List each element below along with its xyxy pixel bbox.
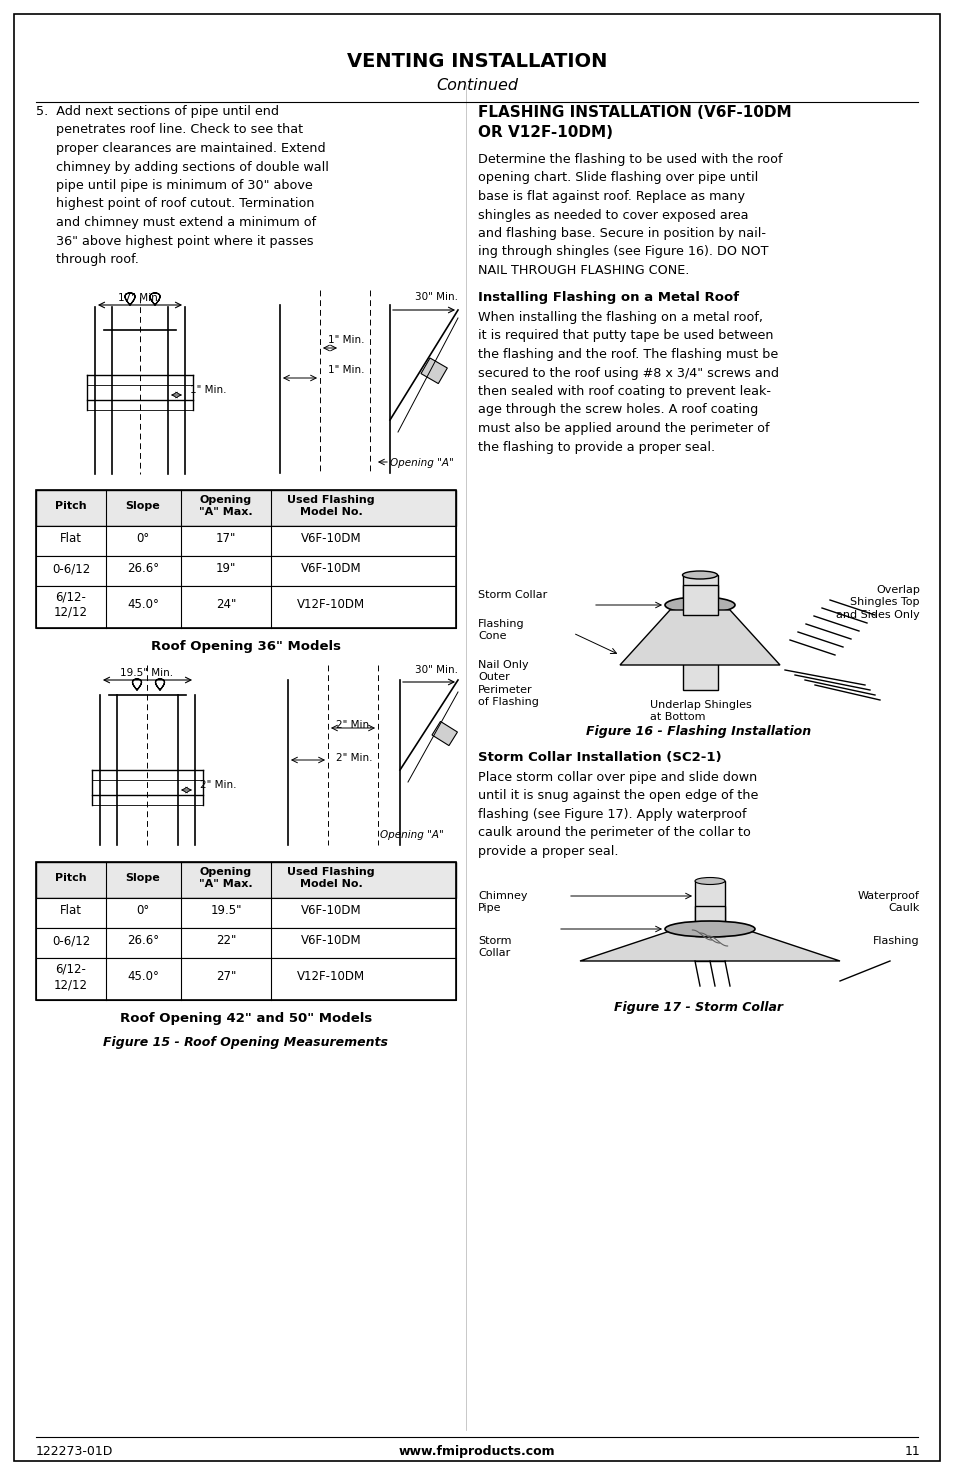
Ellipse shape [664, 597, 734, 614]
Text: 2" Min.: 2" Min. [200, 780, 236, 791]
Text: Nail Only
Outer
Perimeter
of Flashing: Nail Only Outer Perimeter of Flashing [477, 659, 538, 707]
Polygon shape [619, 611, 780, 665]
Bar [36, 586, 456, 628]
Text: FLASHING INSTALLATION (V6F-10DM: FLASHING INSTALLATION (V6F-10DM [477, 105, 791, 119]
Text: Installing Flashing on a Metal Roof: Installing Flashing on a Metal Roof [477, 291, 739, 304]
Text: V12F-10DM: V12F-10DM [296, 599, 365, 612]
Text: Chimney
Pipe: Chimney Pipe [477, 891, 527, 913]
Bar [36, 861, 456, 1000]
Text: Flat: Flat [60, 532, 82, 546]
Text: 1" Min.: 1" Min. [328, 364, 364, 375]
Text: Flashing: Flashing [872, 937, 919, 945]
Text: 26.6°: 26.6° [127, 935, 159, 947]
Text: 30" Min.: 30" Min. [415, 292, 457, 302]
Text: 1" Min.: 1" Min. [328, 335, 364, 345]
Text: Figure 17 - Storm Collar: Figure 17 - Storm Collar [614, 1002, 782, 1013]
Text: 30" Min.: 30" Min. [415, 665, 457, 676]
Text: V6F-10DM: V6F-10DM [300, 532, 361, 546]
Polygon shape [579, 931, 840, 962]
Text: 24": 24" [215, 599, 236, 612]
Text: V6F-10DM: V6F-10DM [300, 904, 361, 917]
Text: 26.6°: 26.6° [127, 562, 159, 575]
Text: 17": 17" [215, 532, 236, 546]
Text: Opening "A": Opening "A" [379, 830, 443, 839]
Bar [36, 928, 456, 957]
Text: 45.0°: 45.0° [127, 599, 159, 612]
Bar [36, 490, 456, 527]
Ellipse shape [681, 571, 717, 580]
Text: Storm
Collar: Storm Collar [477, 937, 511, 959]
Text: www.fmiproducts.com: www.fmiproducts.com [398, 1446, 555, 1457]
Bar [420, 358, 447, 384]
Text: 5.  Add next sections of pipe until end
     penetrates roof line. Check to see : 5. Add next sections of pipe until end p… [36, 105, 329, 266]
Text: Slope: Slope [126, 873, 160, 884]
Text: OR V12F-10DM): OR V12F-10DM) [477, 125, 613, 140]
Bar [682, 586, 718, 615]
Bar [695, 881, 724, 962]
Text: Opening
"A" Max.: Opening "A" Max. [199, 496, 253, 516]
Text: 11: 11 [903, 1446, 919, 1457]
Text: 6/12-
12/12: 6/12- 12/12 [54, 591, 88, 620]
Text: V6F-10DM: V6F-10DM [300, 935, 361, 947]
Text: Determine the flashing to be used with the roof
opening chart. Slide flashing ov: Determine the flashing to be used with t… [477, 153, 781, 277]
Text: 19": 19" [215, 562, 236, 575]
Text: Storm Collar: Storm Collar [477, 590, 547, 600]
Bar [36, 490, 456, 628]
Text: Place storm collar over pipe and slide down
until it is snug against the open ed: Place storm collar over pipe and slide d… [477, 771, 758, 858]
Text: 0°: 0° [136, 532, 150, 546]
Text: Roof Opening 36" Models: Roof Opening 36" Models [151, 640, 340, 653]
Text: 122273-01D: 122273-01D [36, 1446, 113, 1457]
Text: Underlap Shingles
at Bottom: Underlap Shingles at Bottom [649, 701, 751, 721]
Text: 17" Min.: 17" Min. [118, 294, 161, 302]
Bar [36, 898, 456, 928]
Ellipse shape [695, 878, 724, 885]
Bar [36, 295, 457, 478]
Text: Storm Collar Installation (SC2-1): Storm Collar Installation (SC2-1) [477, 751, 720, 764]
Text: 1" Min.: 1" Min. [190, 385, 226, 395]
Bar [432, 721, 456, 745]
Text: 22": 22" [215, 935, 236, 947]
Text: 27": 27" [215, 971, 236, 984]
Text: 0-6/12: 0-6/12 [51, 935, 90, 947]
Text: Flat: Flat [60, 904, 82, 917]
Text: Figure 15 - Roof Opening Measurements: Figure 15 - Roof Opening Measurements [103, 1035, 388, 1049]
Text: Used Flashing
Model No.: Used Flashing Model No. [287, 496, 375, 516]
Bar [36, 957, 456, 1000]
Text: Pitch: Pitch [55, 502, 87, 510]
Text: Overlap
Shingles Top
and Sides Only: Overlap Shingles Top and Sides Only [836, 586, 919, 620]
Text: 2" Min.: 2" Min. [335, 754, 372, 763]
Text: Used Flashing
Model No.: Used Flashing Model No. [287, 867, 375, 889]
Text: Waterproof
Caulk: Waterproof Caulk [858, 891, 919, 913]
Text: When installing the flashing on a metal roof,
it is required that putty tape be : When installing the flashing on a metal … [477, 311, 779, 453]
Text: Continued: Continued [436, 78, 517, 93]
Text: Figure 16 - Flashing Installation: Figure 16 - Flashing Installation [586, 726, 811, 738]
Bar [682, 575, 718, 690]
Text: 45.0°: 45.0° [127, 971, 159, 984]
Text: Roof Opening 42" and 50" Models: Roof Opening 42" and 50" Models [120, 1012, 372, 1025]
Bar [36, 527, 456, 556]
Text: 19.5": 19.5" [210, 904, 241, 917]
Bar [36, 556, 456, 586]
Text: 0°: 0° [136, 904, 150, 917]
Text: Slope: Slope [126, 502, 160, 510]
Text: 6/12-
12/12: 6/12- 12/12 [54, 963, 88, 991]
Ellipse shape [664, 920, 754, 937]
Text: Opening "A": Opening "A" [390, 459, 454, 468]
Text: 0-6/12: 0-6/12 [51, 562, 90, 575]
Text: V12F-10DM: V12F-10DM [296, 971, 365, 984]
Bar [695, 906, 724, 937]
Text: Pitch: Pitch [55, 873, 87, 884]
Text: VENTING INSTALLATION: VENTING INSTALLATION [347, 52, 606, 71]
Text: Opening
"A" Max.: Opening "A" Max. [199, 867, 253, 889]
Bar [36, 861, 456, 898]
Text: 2" Min.: 2" Min. [335, 720, 372, 730]
Text: Flashing
Cone: Flashing Cone [477, 620, 524, 642]
Text: V6F-10DM: V6F-10DM [300, 562, 361, 575]
Text: 19.5" Min.: 19.5" Min. [120, 668, 173, 679]
